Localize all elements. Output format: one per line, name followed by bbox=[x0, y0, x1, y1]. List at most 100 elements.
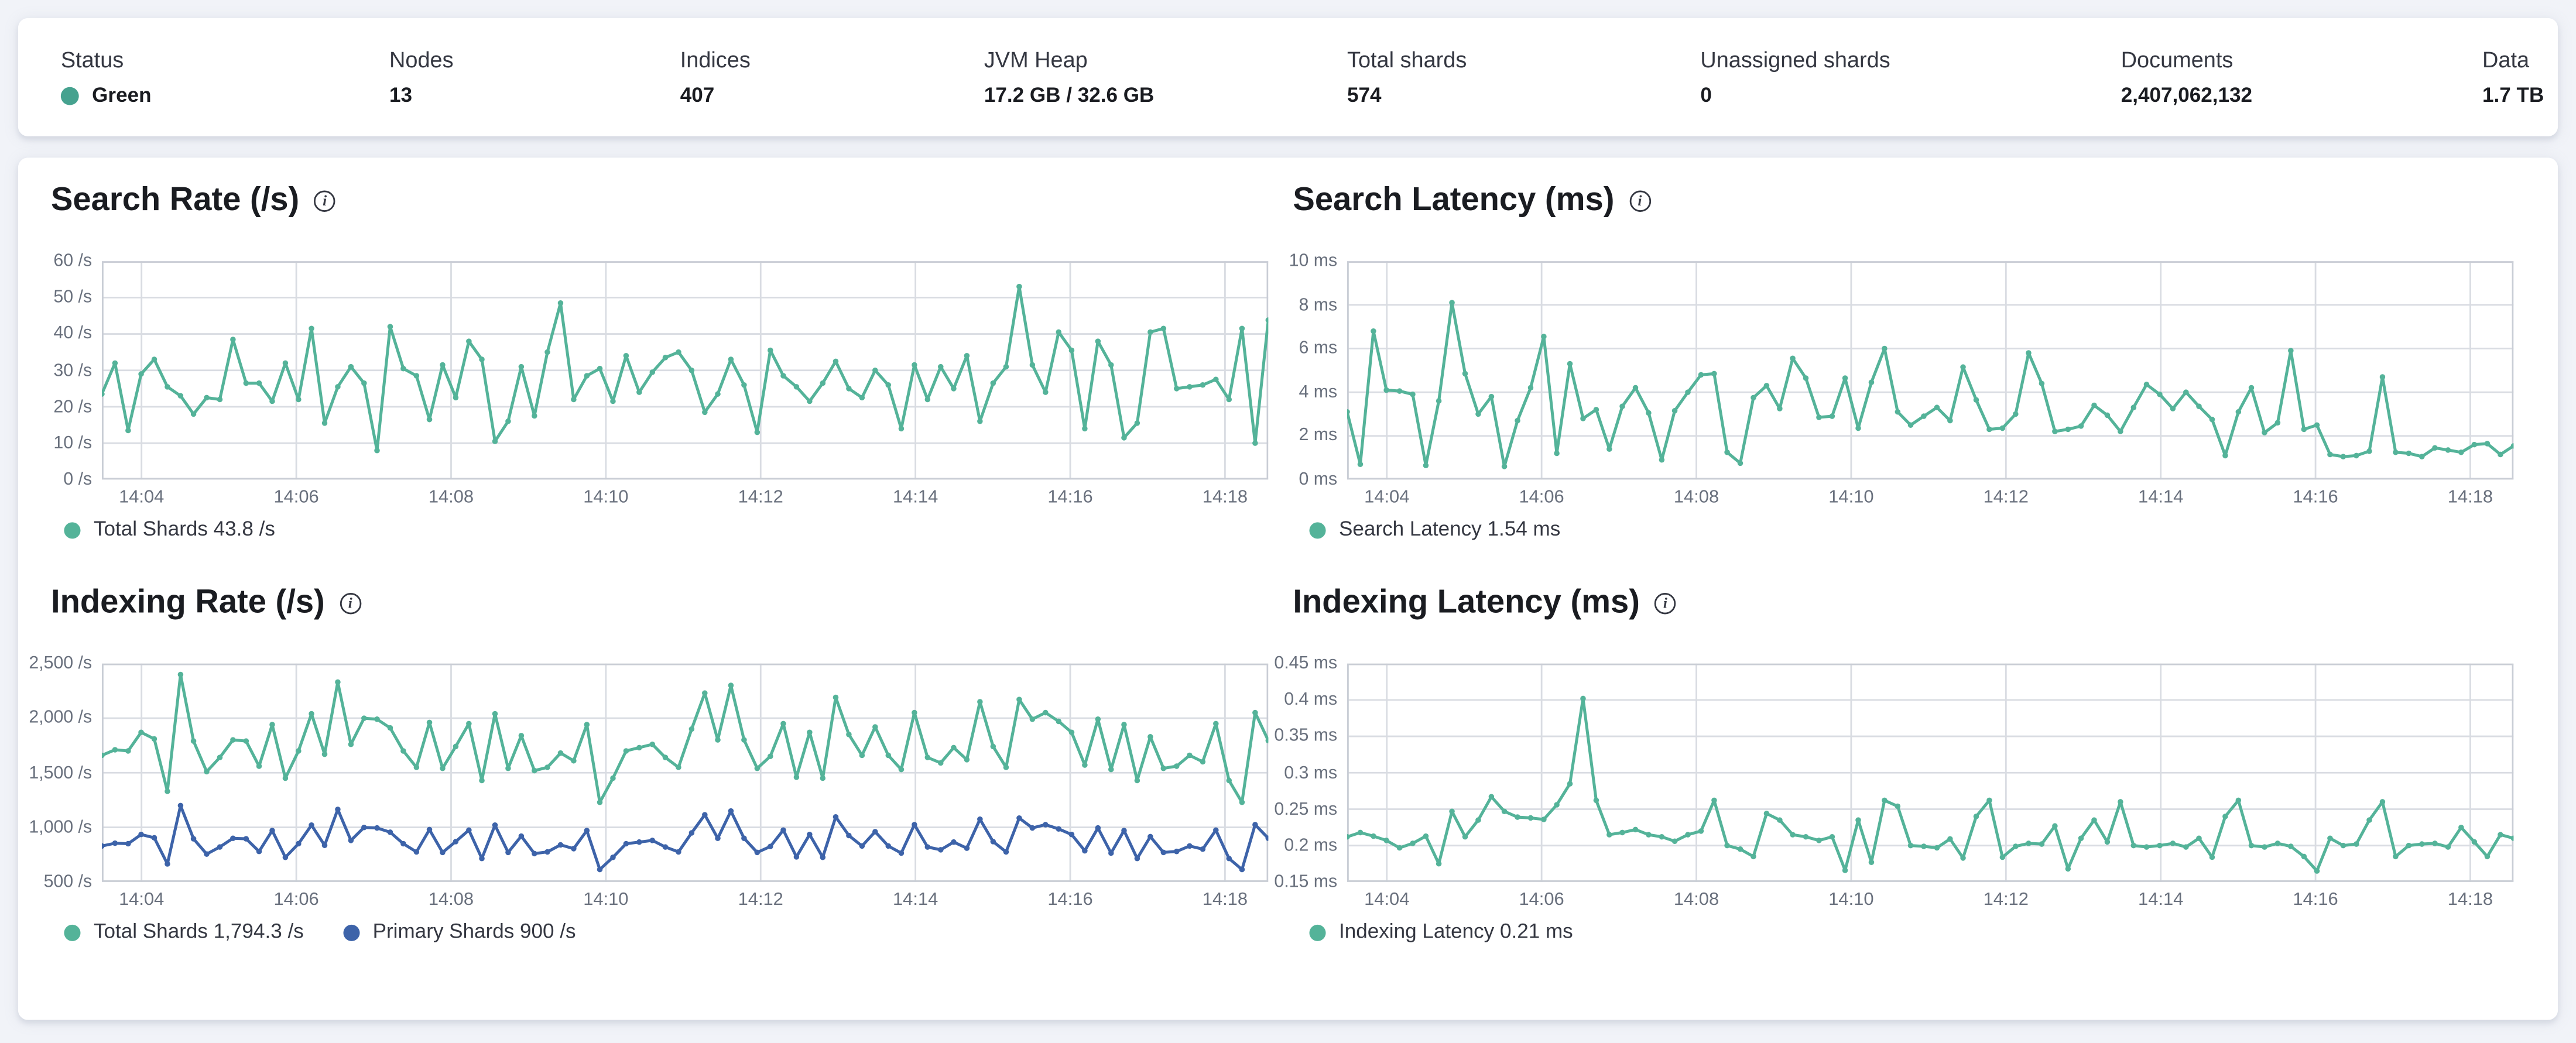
y-axis-label: 20 /s bbox=[53, 397, 93, 417]
x-axis-label: 14:12 bbox=[738, 488, 783, 508]
legend-label: Primary Shards 900 /s bbox=[372, 920, 576, 943]
x-axis-label: 14:04 bbox=[119, 488, 165, 508]
legend-item[interactable]: Primary Shards 900 /s bbox=[343, 920, 576, 944]
legend-dot-icon bbox=[1309, 924, 1326, 941]
legend-label: Total Shards 1,794.3 /s bbox=[93, 920, 304, 943]
legend-item[interactable]: Indexing Latency 0.21 ms bbox=[1309, 920, 1573, 944]
legend-dot-icon bbox=[64, 521, 81, 538]
x-axis-label: 14:04 bbox=[1364, 890, 1410, 910]
x-axis-label: 14:06 bbox=[273, 488, 319, 508]
stat-nodes: Nodes 13 bbox=[389, 46, 454, 109]
chart-title: Indexing Rate (/s) bbox=[50, 584, 325, 621]
series-line bbox=[100, 673, 1270, 804]
y-axis-label: 60 /s bbox=[53, 251, 93, 272]
stat-value: 0 bbox=[1700, 84, 1712, 107]
stat-label: Documents bbox=[2121, 47, 2234, 73]
y-axis-label: 40 /s bbox=[53, 324, 93, 344]
y-axis-label: 0.15 ms bbox=[1274, 872, 1338, 892]
y-axis-label: 1,500 /s bbox=[29, 763, 93, 783]
chart-title: Indexing Latency (ms) bbox=[1293, 584, 1640, 621]
stat-documents: Documents 2,407,062,132 bbox=[2121, 46, 2252, 109]
x-axis-label: 14:06 bbox=[1519, 890, 1564, 910]
x-axis-label: 14:10 bbox=[1828, 488, 1874, 508]
x-axis-label: 14:16 bbox=[2293, 890, 2338, 910]
x-axis-label: 14:14 bbox=[892, 890, 938, 910]
y-axis-label: 0.4 ms bbox=[1284, 690, 1338, 710]
y-axis-label: 2,500 /s bbox=[29, 653, 93, 674]
stat-value: 2,407,062,132 bbox=[2121, 84, 2253, 107]
y-axis-label: 500 /s bbox=[43, 872, 93, 892]
stat-data: Data 1.7 TB bbox=[2482, 46, 2544, 109]
x-axis-label: 14:08 bbox=[1673, 890, 1719, 910]
x-axis-label: 14:14 bbox=[2138, 488, 2184, 508]
info-icon[interactable]: i bbox=[1654, 592, 1676, 614]
cluster-summary-bar: Status Green Nodes 13 Indices 407 JVM He… bbox=[18, 18, 2558, 136]
chart-legend: Total Shards 1,794.3 /s Primary Shards 9… bbox=[64, 920, 576, 944]
stat-jvm-heap: JVM Heap 17.2 GB / 32.6 GB bbox=[984, 46, 1155, 109]
y-axis-label: 0.3 ms bbox=[1284, 763, 1338, 783]
indexing-rate-chart: Indexing Rate (/s) i 2,500 /s 2,000 /s 1,5… bbox=[18, 583, 1290, 977]
stat-total-shards: Total shards 574 bbox=[1347, 46, 1467, 109]
stat-label: Data bbox=[2482, 47, 2530, 73]
legend-label: Indexing Latency 0.21 ms bbox=[1338, 920, 1573, 943]
chart-canvas bbox=[1344, 261, 2517, 480]
charts-panel: Search Rate (/s) i 60 /s 50 /s 40 /s 30 /s 2… bbox=[18, 157, 2558, 1020]
chart-legend: Search Latency 1.54 ms bbox=[1309, 517, 1560, 542]
y-axis-label: 2,000 /s bbox=[29, 708, 93, 728]
x-axis-label: 14:14 bbox=[2138, 890, 2184, 910]
x-axis-label: 14:10 bbox=[583, 488, 629, 508]
legend-item[interactable]: Search Latency 1.54 ms bbox=[1309, 517, 1560, 542]
legend-item[interactable]: Total Shards 1,794.3 /s bbox=[64, 920, 304, 944]
chart-legend: Total Shards 43.8 /s bbox=[64, 517, 275, 542]
y-axis-label: 0.35 ms bbox=[1274, 726, 1338, 746]
y-axis-label: 10 ms bbox=[1289, 251, 1338, 272]
chart-canvas bbox=[1344, 663, 2517, 882]
y-axis-label: 2 ms bbox=[1299, 426, 1338, 446]
y-axis: 0.45 ms 0.4 ms 0.35 ms 0.3 ms 0.25 ms 0.2 ms 0… bbox=[1263, 654, 1337, 892]
x-axis-label: 14:06 bbox=[1519, 488, 1564, 508]
y-axis-label: 0.45 ms bbox=[1274, 653, 1338, 674]
info-icon[interactable]: i bbox=[1629, 190, 1651, 211]
y-axis-label: 0 ms bbox=[1299, 469, 1338, 490]
legend-item[interactable]: Total Shards 43.8 /s bbox=[64, 517, 275, 542]
x-axis-label: 14:06 bbox=[273, 890, 319, 910]
y-axis-label: 10 /s bbox=[53, 433, 93, 454]
stat-indices: Indices 407 bbox=[680, 46, 751, 109]
series-line bbox=[100, 285, 1270, 452]
x-axis-label: 14:12 bbox=[1983, 488, 2029, 508]
info-icon[interactable]: i bbox=[340, 592, 361, 614]
series-line bbox=[1345, 301, 2515, 468]
x-axis-label: 14:08 bbox=[428, 890, 474, 910]
x-axis: 14:04 14:06 14:08 14:10 14:12 14:14 14:16 14:18 bbox=[1347, 488, 2513, 510]
stat-status: Status Green bbox=[60, 46, 152, 109]
search-rate-chart: Search Rate (/s) i 60 /s 50 /s 40 /s 30 /s 2… bbox=[18, 181, 1290, 575]
info-icon[interactable]: i bbox=[314, 190, 335, 211]
stat-label: Total shards bbox=[1347, 47, 1467, 73]
stat-value: 17.2 GB / 32.6 GB bbox=[984, 84, 1155, 107]
chart-plot-area bbox=[99, 261, 1272, 480]
indexing-latency-chart: Indexing Latency (ms) i 0.45 ms 0.4 ms 0.3… bbox=[1263, 583, 2530, 977]
chart-title: Search Latency (ms) bbox=[1293, 182, 1615, 219]
x-axis-label: 14:10 bbox=[583, 890, 629, 910]
stat-value: 13 bbox=[389, 84, 413, 107]
x-axis-label: 14:18 bbox=[1202, 488, 1248, 508]
x-axis-label: 14:04 bbox=[1364, 488, 1410, 508]
x-axis-label: 14:12 bbox=[1983, 890, 2029, 910]
stat-unassigned-shards: Unassigned shards 0 bbox=[1700, 46, 1890, 109]
status-green-dot-icon bbox=[60, 86, 79, 105]
stat-label: Nodes bbox=[389, 47, 454, 73]
x-axis-label: 14:14 bbox=[892, 488, 938, 508]
chart-canvas bbox=[99, 663, 1272, 882]
x-axis: 14:04 14:06 14:08 14:10 14:12 14:14 14:16 14:18 bbox=[102, 890, 1268, 913]
legend-dot-icon bbox=[64, 924, 81, 941]
legend-dot-icon bbox=[1309, 521, 1326, 538]
y-axis-label: 30 /s bbox=[53, 360, 93, 380]
chart-plot-area bbox=[99, 663, 1272, 882]
x-axis-label: 14:16 bbox=[2293, 488, 2338, 508]
legend-dot-icon bbox=[343, 924, 360, 941]
chart-canvas bbox=[99, 261, 1272, 480]
series-line bbox=[100, 804, 1270, 872]
stat-label: Unassigned shards bbox=[1700, 47, 1890, 73]
y-axis: 60 /s 50 /s 40 /s 30 /s 20 /s 10 /s 0 /s bbox=[18, 251, 92, 489]
